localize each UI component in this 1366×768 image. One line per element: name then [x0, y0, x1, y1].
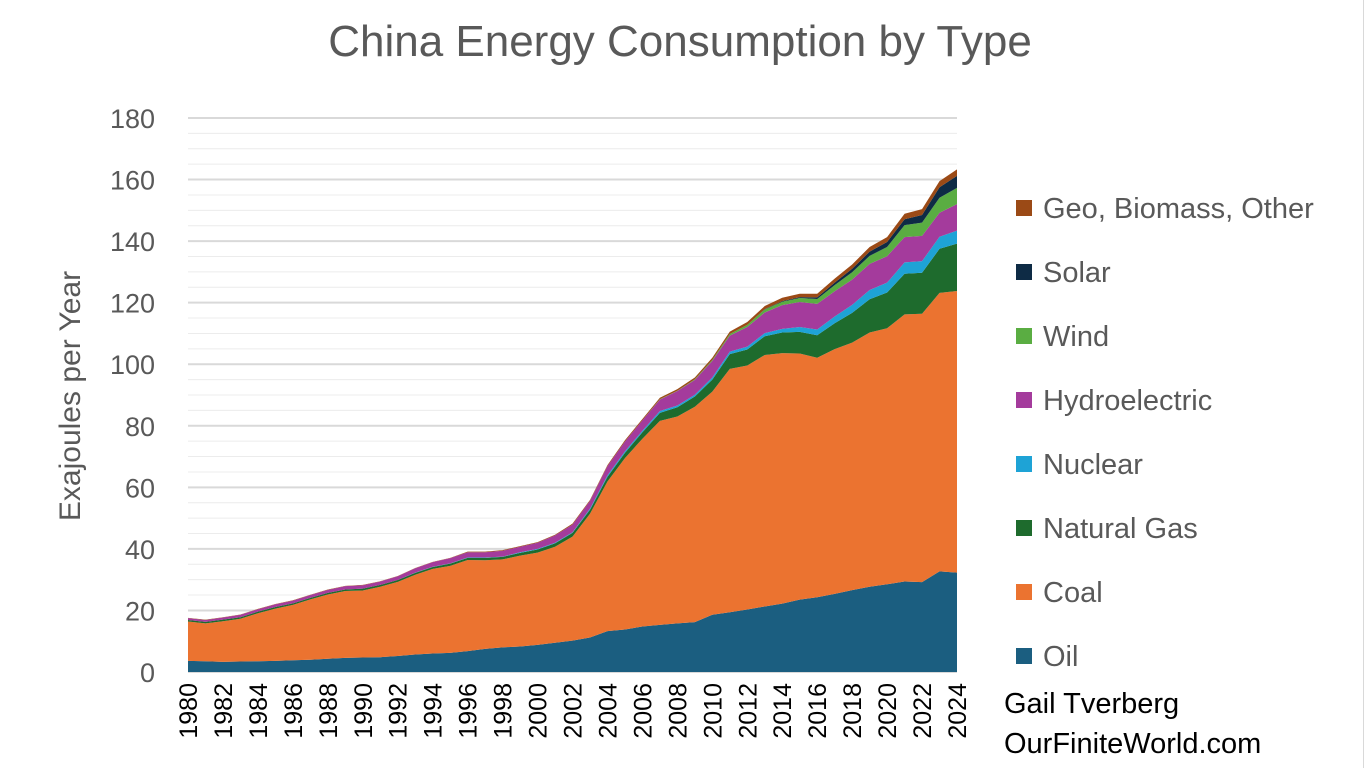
x-tick-label: 1990: [350, 683, 378, 739]
legend-item: Nuclear: [1016, 449, 1143, 481]
x-tick-label: 2020: [874, 683, 902, 739]
x-tick-label: 1998: [490, 683, 518, 739]
x-tick-label: 1994: [420, 683, 448, 739]
legend-item: Wind: [1016, 321, 1109, 353]
y-tick-label: 180: [110, 104, 155, 134]
legend-item: Natural Gas: [1016, 513, 1198, 545]
x-tick-label: 2008: [664, 683, 692, 739]
legend-swatch: [1016, 456, 1032, 472]
x-tick-label: 2016: [804, 683, 832, 739]
legend-swatch: [1016, 648, 1032, 664]
legend: Geo, Biomass, Other Solar Wind Hydroelectri…: [1016, 193, 1314, 673]
legend-item: Hydroelectric: [1016, 385, 1212, 417]
legend-item: Oil: [1016, 641, 1078, 673]
y-tick-label: 160: [110, 166, 155, 196]
y-tick-label: 80: [125, 412, 155, 442]
x-tick-label: 1988: [315, 683, 343, 739]
x-tick-label: 2010: [699, 683, 727, 739]
x-tick-label: 2018: [839, 683, 867, 739]
legend-label: Oil: [1043, 641, 1078, 673]
plot-areas: [188, 169, 957, 672]
legend-item: Coal: [1016, 577, 1103, 609]
site-credit: OurFiniteWorld.com: [1004, 728, 1262, 760]
x-tick-label: 1982: [210, 683, 238, 739]
x-tick-label: 2002: [560, 683, 588, 739]
x-tick-label: 2022: [909, 683, 937, 739]
x-tick-label: 2004: [594, 683, 622, 739]
legend-item: Geo, Biomass, Other: [1016, 193, 1314, 225]
y-tick-label: 120: [110, 289, 155, 319]
x-tick-label: 2012: [734, 683, 762, 739]
legend-label: Wind: [1043, 321, 1109, 353]
legend-label: Nuclear: [1043, 449, 1143, 481]
legend-swatch: [1016, 328, 1032, 344]
legend-label: Geo, Biomass, Other: [1043, 193, 1314, 225]
x-tick-label: 1984: [245, 683, 273, 739]
legend-label: Coal: [1043, 577, 1103, 609]
series-area-natural-gas: [188, 243, 957, 624]
x-tick-label: 1996: [455, 683, 483, 739]
y-tick-label: 0: [140, 658, 155, 688]
author-credit: Gail Tverberg: [1004, 688, 1180, 720]
legend-swatch: [1016, 264, 1032, 280]
legend-swatch: [1016, 584, 1032, 600]
chart-title: China Energy Consumption by Type: [328, 17, 1032, 66]
x-tick-label: 2024: [944, 683, 972, 739]
y-tick-label: 140: [110, 227, 155, 257]
legend-swatch: [1016, 392, 1032, 408]
x-tick-label: 1992: [385, 683, 413, 739]
legend-item: Solar: [1016, 257, 1111, 289]
y-tick-label: 60: [125, 473, 155, 503]
y-tick-label: 100: [110, 350, 155, 380]
x-tick-label: 2000: [525, 683, 553, 739]
right-edge-border: [1363, 0, 1364, 768]
legend-swatch: [1016, 520, 1032, 536]
y-axis-label: Exajoules per Year: [54, 271, 87, 521]
x-axis-ticks: 1980 1982 1984 1986 1988 1990 1992 1994 1996 1998…: [175, 683, 972, 739]
legend-label: Natural Gas: [1043, 513, 1198, 545]
y-tick-label: 40: [125, 535, 155, 565]
legend-label: Solar: [1043, 257, 1111, 289]
series-area-coal: [188, 290, 957, 662]
series-area-oil: [188, 571, 957, 672]
legend-label: Hydroelectric: [1043, 385, 1212, 417]
y-axis-ticks: 0 20 40 60 80 100 120 140 160 180: [110, 104, 155, 688]
x-tick-label: 2014: [769, 683, 797, 739]
x-tick-label: 1986: [280, 683, 308, 739]
y-tick-label: 20: [125, 596, 155, 626]
legend-swatch: [1016, 200, 1032, 216]
x-tick-label: 2006: [629, 683, 657, 739]
x-tick-label: 1980: [175, 683, 203, 739]
